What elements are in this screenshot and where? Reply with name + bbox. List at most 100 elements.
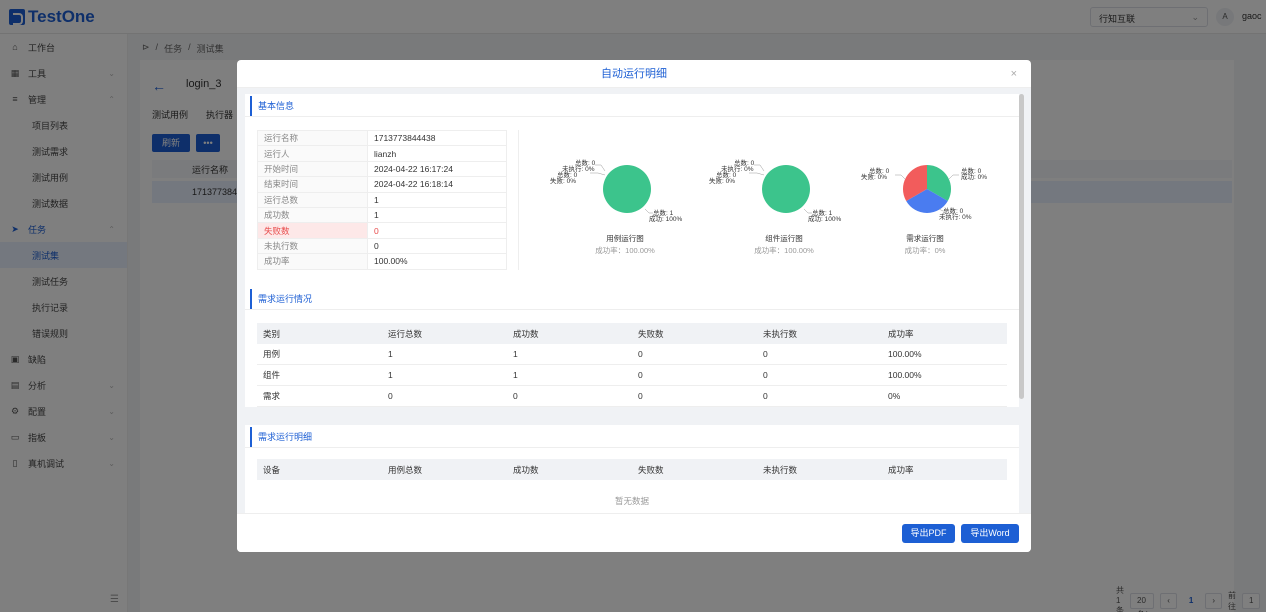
info-key: 成功数 <box>257 206 368 224</box>
pie-label: 未执行: 0% <box>939 212 972 221</box>
pie-rate: 成功率：100.00% <box>754 246 814 255</box>
pie-label: 总数: 1 <box>653 208 674 217</box>
pie-rate: 成功率：100.00% <box>595 246 655 255</box>
info-value: 0 <box>367 222 507 239</box>
info-value: 2024-04-22 16:18:14 <box>367 176 507 193</box>
info-value: 2024-04-22 16:17:24 <box>367 160 507 178</box>
column-header: 成功率 <box>888 328 914 339</box>
column-header: 未执行数 <box>763 464 798 475</box>
table-cell: 0% <box>888 391 901 401</box>
pie-label: 总数: 0 <box>734 158 755 167</box>
basic-info-table: 运行名称 1713773844438 运行人 lianzh 开始时间 2024-04-… <box>257 129 507 270</box>
table-header: 设备 用例总数 成功数 失败数 未执行数 成功率 <box>257 459 1007 480</box>
pie-slice-fail[interactable] <box>902 165 927 201</box>
table-cell: 用例 <box>263 349 281 359</box>
dialog-scrollbar[interactable] <box>1019 94 1024 399</box>
info-key: 运行总数 <box>257 191 368 208</box>
run-detail-dialog: 自动运行明细 × 基本信息 运行名称 1713773844438 运行人 lianz… <box>237 60 1031 552</box>
info-key: 运行人 <box>257 145 368 162</box>
pie-label: 总数: 1 <box>812 208 833 217</box>
info-key: 未执行数 <box>257 237 368 255</box>
table-row: 需求 0 0 0 0 0% <box>257 386 1007 407</box>
case-run-pie: 总数: 0 未执行: 0% 总数: 0 失败: 0% 总数: 1 成功: 100… <box>545 153 705 273</box>
pie-label: 总数: 0 <box>575 158 596 167</box>
column-header: 成功数 <box>513 464 539 475</box>
info-key: 成功率 <box>257 253 368 270</box>
table-cell: 0 <box>638 370 643 380</box>
column-header: 设备 <box>263 464 281 475</box>
column-header: 类别 <box>263 328 281 339</box>
table-cell: 1 <box>513 349 518 359</box>
export-word-button[interactable]: 导出Word <box>961 524 1019 543</box>
table-cell: 0 <box>638 391 643 401</box>
info-key: 开始时间 <box>257 160 368 178</box>
pie-chart: 总数: 0 失败: 0% 总数: 0 成功: 0% 总数: 0 未执行: 0% <box>861 165 987 221</box>
pie-label: 失败: 0% <box>709 176 735 185</box>
column-header: 成功数 <box>513 328 539 339</box>
pie-label: 未执行: 0% <box>721 164 754 173</box>
table-cell: 1 <box>388 370 393 380</box>
column-header: 失败数 <box>638 464 664 475</box>
pie-caption: 用例运行图 <box>606 234 644 243</box>
pie-caption: 组件运行图 <box>765 234 803 243</box>
pie-label: 未执行: 0% <box>562 164 595 173</box>
info-key: 运行名称 <box>257 129 368 147</box>
pie-label: 总数: 0 <box>943 206 964 215</box>
info-key: 结束时间 <box>257 176 368 193</box>
table-cell: 0 <box>763 391 768 401</box>
info-value: 1 <box>367 191 507 208</box>
table-header: 类别 运行总数 成功数 失败数 未执行数 成功率 <box>257 323 1007 344</box>
requirement-detail-section: 需求运行明细 设备 用例总数 成功数 失败数 未执行数 成功率 暂无数据 <box>245 425 1019 513</box>
empty-state-text: 暂无数据 <box>614 496 649 506</box>
pie-chart: 总数: 0 未执行: 0% 总数: 0 失败: 0% 总数: 1 成功: 100… <box>550 158 682 223</box>
pie-label: 成功: 100% <box>649 214 682 223</box>
info-value: 100.00% <box>367 253 507 270</box>
pie-label: 成功: 0% <box>961 172 987 181</box>
column-header: 用例总数 <box>388 464 423 475</box>
table-cell: 1 <box>513 370 518 380</box>
pie-rate: 成功率：0% <box>904 246 946 255</box>
pie-label: 总数: 0 <box>557 170 578 179</box>
export-pdf-button[interactable]: 导出PDF <box>902 524 955 543</box>
pie-label: 总数: 0 <box>716 170 737 179</box>
info-value: 1713773844438 <box>367 129 507 147</box>
pie-slice-success[interactable] <box>762 165 810 213</box>
info-value: 0 <box>367 237 507 255</box>
table-cell: 100.00% <box>888 370 922 380</box>
section-title: 基本信息 <box>250 96 1019 116</box>
table-cell: 0 <box>763 370 768 380</box>
section-title: 需求运行情况 <box>250 289 1019 309</box>
close-icon[interactable]: × <box>1010 68 1017 80</box>
column-header: 未执行数 <box>763 328 798 339</box>
divider <box>518 130 519 270</box>
table-cell: 组件 <box>263 370 281 380</box>
table-cell: 0 <box>513 391 518 401</box>
column-header: 运行总数 <box>388 328 423 339</box>
table-cell: 需求 <box>263 391 281 401</box>
column-header: 失败数 <box>638 328 664 339</box>
pie-label: 失败: 0% <box>550 176 576 185</box>
dialog-title: 自动运行明细 <box>601 68 667 80</box>
requirement-run-pie: 总数: 0 失败: 0% 总数: 0 成功: 0% 总数: 0 未执行: 0% … <box>857 153 1017 273</box>
table-row: 组件 1 1 0 0 100.00% <box>257 365 1007 386</box>
pie-label: 总数: 0 <box>869 166 890 175</box>
table-cell: 100.00% <box>888 349 922 359</box>
requirement-run-section: 需求运行情况 类别 运行总数 成功数 失败数 未执行数 成功率 用例 1 1 0… <box>245 287 1019 407</box>
info-key: 失败数 <box>257 222 368 239</box>
column-header: 成功率 <box>888 464 914 475</box>
table-row: 用例 1 1 0 0 100.00% <box>257 344 1007 365</box>
section-title: 需求运行明细 <box>250 427 1019 447</box>
table-cell: 0 <box>763 349 768 359</box>
pie-slice-pending[interactable] <box>906 189 948 214</box>
pie-slice-success[interactable] <box>927 165 952 201</box>
pie-label: 失败: 0% <box>861 172 887 181</box>
info-value: lianzh <box>367 145 507 162</box>
pie-label: 成功: 100% <box>808 214 841 223</box>
table-cell: 1 <box>388 349 393 359</box>
dialog-header: 自动运行明细 × <box>237 60 1031 88</box>
component-run-pie: 总数: 0 未执行: 0% 总数: 0 失败: 0% 总数: 1 成功: 100… <box>704 153 864 273</box>
pie-slice-success[interactable] <box>603 165 651 213</box>
basic-info-section: 基本信息 运行名称 1713773844438 运行人 lianzh 开始时间 202… <box>245 94 1019 288</box>
table-cell: 0 <box>638 349 643 359</box>
pie-chart: 总数: 0 未执行: 0% 总数: 0 失败: 0% 总数: 1 成功: 100… <box>709 158 841 223</box>
